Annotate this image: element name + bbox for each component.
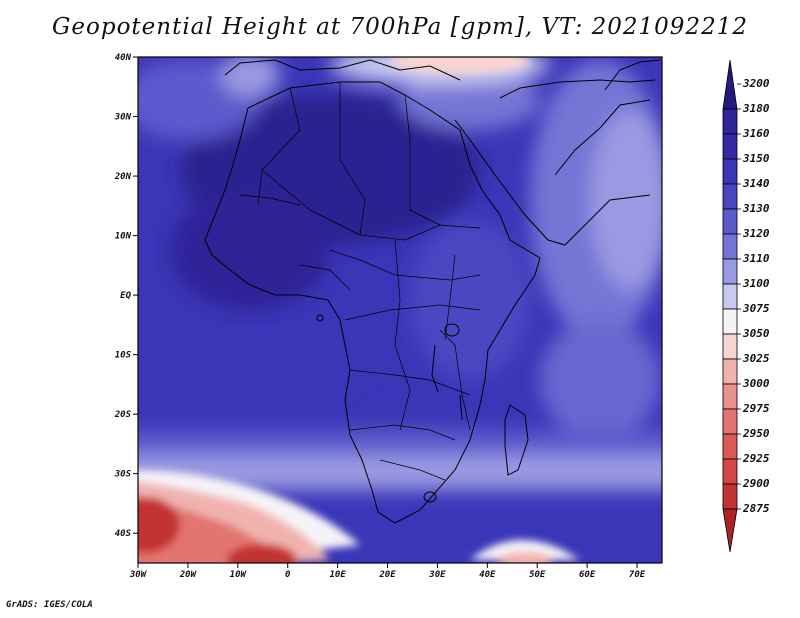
map-title: Geopotential Height at 700hPa [gpm], VT:… [52, 14, 748, 40]
colorbar-label: 2875 [742, 502, 770, 515]
colorbar: 3200 3180 3160 3150 3140 3130 3120 3110 3100 3075… [722, 59, 770, 553]
colorbar-swatch [722, 358, 738, 385]
colorbar-swatch [722, 433, 738, 460]
colorbar-swatch [722, 133, 738, 160]
lat-tick-label: 30N [114, 113, 132, 123]
colorbar-swatch [722, 258, 738, 285]
lat-tick-label: 20N [114, 172, 132, 182]
latitude-axis: 40N 30N 20N 10N EQ 10S 20S 30S 40S [114, 53, 138, 539]
lat-tick-label: 40N [115, 53, 132, 63]
lat-tick-label: 40S [115, 529, 132, 539]
coastlines [204, 59, 661, 524]
lat-tick-label: 10S [115, 351, 132, 361]
colorbar-swatch [722, 508, 738, 553]
lat-tick-label: 10N [115, 232, 132, 242]
colorbar-label: 2925 [742, 452, 770, 465]
colorbar-swatch [722, 233, 738, 260]
lakes [316, 314, 463, 503]
colorbar-label: 3050 [742, 327, 770, 340]
height-field [138, 57, 662, 490]
colorbar-swatch [722, 283, 738, 310]
lat-tick-label: 20S [114, 410, 132, 420]
colorbar-label: 3000 [742, 377, 770, 390]
colorbar-swatch [722, 333, 738, 360]
colorbar-label: 3100 [742, 277, 770, 290]
colorbar-swatch [722, 483, 738, 510]
lon-tick-label: 10E [329, 570, 346, 580]
colorbar-label: 3075 [742, 302, 770, 315]
colorbar-swatch [722, 408, 738, 435]
lon-tick-label: 30E [428, 570, 446, 580]
colorbar-swatch [722, 158, 738, 185]
lon-tick-label: 20W [179, 570, 198, 580]
colorbar-swatch [722, 458, 738, 485]
lon-tick-label: 30W [129, 570, 148, 580]
lon-tick-label: 50E [529, 570, 546, 580]
map-frame [137, 56, 663, 564]
lon-tick-label: 10W [230, 570, 248, 580]
lat-tick-label: 30S [114, 470, 132, 480]
map-panel [138, 57, 662, 563]
colorbar-label: 3130 [742, 202, 770, 215]
colorbar-swatch [722, 208, 738, 235]
colorbar-label: 3200 [742, 77, 770, 90]
colorbar-label: 2975 [742, 402, 770, 415]
lat-tick-label: EQ [120, 291, 131, 301]
colorbar-label: 3140 [742, 177, 770, 190]
lon-tick-label: 0 [285, 570, 291, 580]
colorbar-label: 3150 [742, 152, 770, 165]
lon-tick-label: 20E [378, 570, 396, 580]
lon-tick-label: 60E [579, 570, 596, 580]
colorbar-swatch [722, 183, 738, 210]
colorbar-label: 3160 [742, 127, 770, 140]
colorbar-swatch [722, 308, 738, 335]
grads-credit: GrADS: IGES/COLA [6, 600, 93, 610]
colorbar-label: 3025 [742, 352, 770, 365]
southern-trough [138, 57, 580, 563]
longitude-axis: 30W 20W 10W 0 10E 20E 30E 40E 50E 60E 70E [129, 563, 646, 580]
lon-tick-label: 40E [479, 570, 496, 580]
colorbar-label: 3180 [742, 102, 770, 115]
colorbar-label: 2950 [742, 427, 770, 440]
colorbar-swatch [722, 383, 738, 410]
colorbar-label: 3120 [742, 227, 770, 240]
lon-tick-label: 70E [629, 570, 646, 580]
colorbar-swatch [722, 59, 738, 110]
colorbar-swatch [722, 108, 738, 135]
colorbar-label: 2900 [742, 477, 770, 490]
colorbar-label: 3110 [742, 252, 770, 265]
